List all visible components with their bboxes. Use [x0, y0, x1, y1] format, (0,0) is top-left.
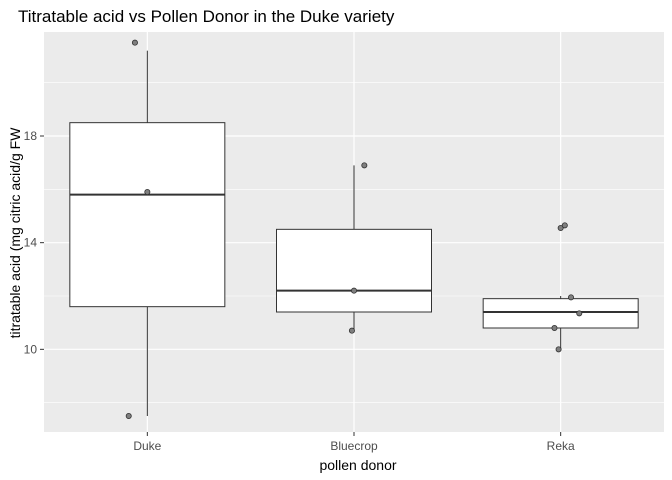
- y-tick-label: 14: [24, 236, 38, 250]
- data-point: [557, 224, 564, 231]
- chart-title: Titratable acid vs Pollen Donor in the D…: [18, 7, 395, 26]
- points-layer: [125, 39, 583, 419]
- y-axis: 10 14 18: [24, 129, 44, 356]
- data-point: [125, 412, 132, 419]
- box-iqr: [482, 298, 639, 329]
- box-iqr: [276, 228, 432, 313]
- x-tick-label: Bluecrop: [330, 439, 378, 453]
- data-point: [561, 222, 568, 229]
- boxes-layer: [69, 50, 639, 416]
- data-point: [576, 310, 583, 317]
- data-point: [568, 294, 575, 301]
- box-duke: [69, 50, 226, 416]
- data-point: [144, 188, 151, 195]
- y-tick-label: 18: [24, 129, 38, 143]
- x-tick-label: Duke: [133, 439, 161, 453]
- y-axis-title: titratable acid (mg citric acid/g FW: [7, 127, 23, 339]
- y-tick-label: 10: [24, 342, 38, 356]
- box-reka: [482, 296, 639, 350]
- box-iqr: [69, 122, 226, 308]
- data-point: [555, 346, 562, 353]
- box-bluecrop: [276, 165, 432, 331]
- x-axis-title: pollen donor: [319, 457, 396, 473]
- data-point: [361, 162, 368, 169]
- data-point: [551, 324, 558, 331]
- data-point: [131, 39, 138, 46]
- data-point: [348, 327, 355, 334]
- x-tick-label: Reka: [547, 439, 575, 453]
- data-point: [350, 287, 357, 294]
- x-axis: Duke Bluecrop Reka: [133, 432, 575, 453]
